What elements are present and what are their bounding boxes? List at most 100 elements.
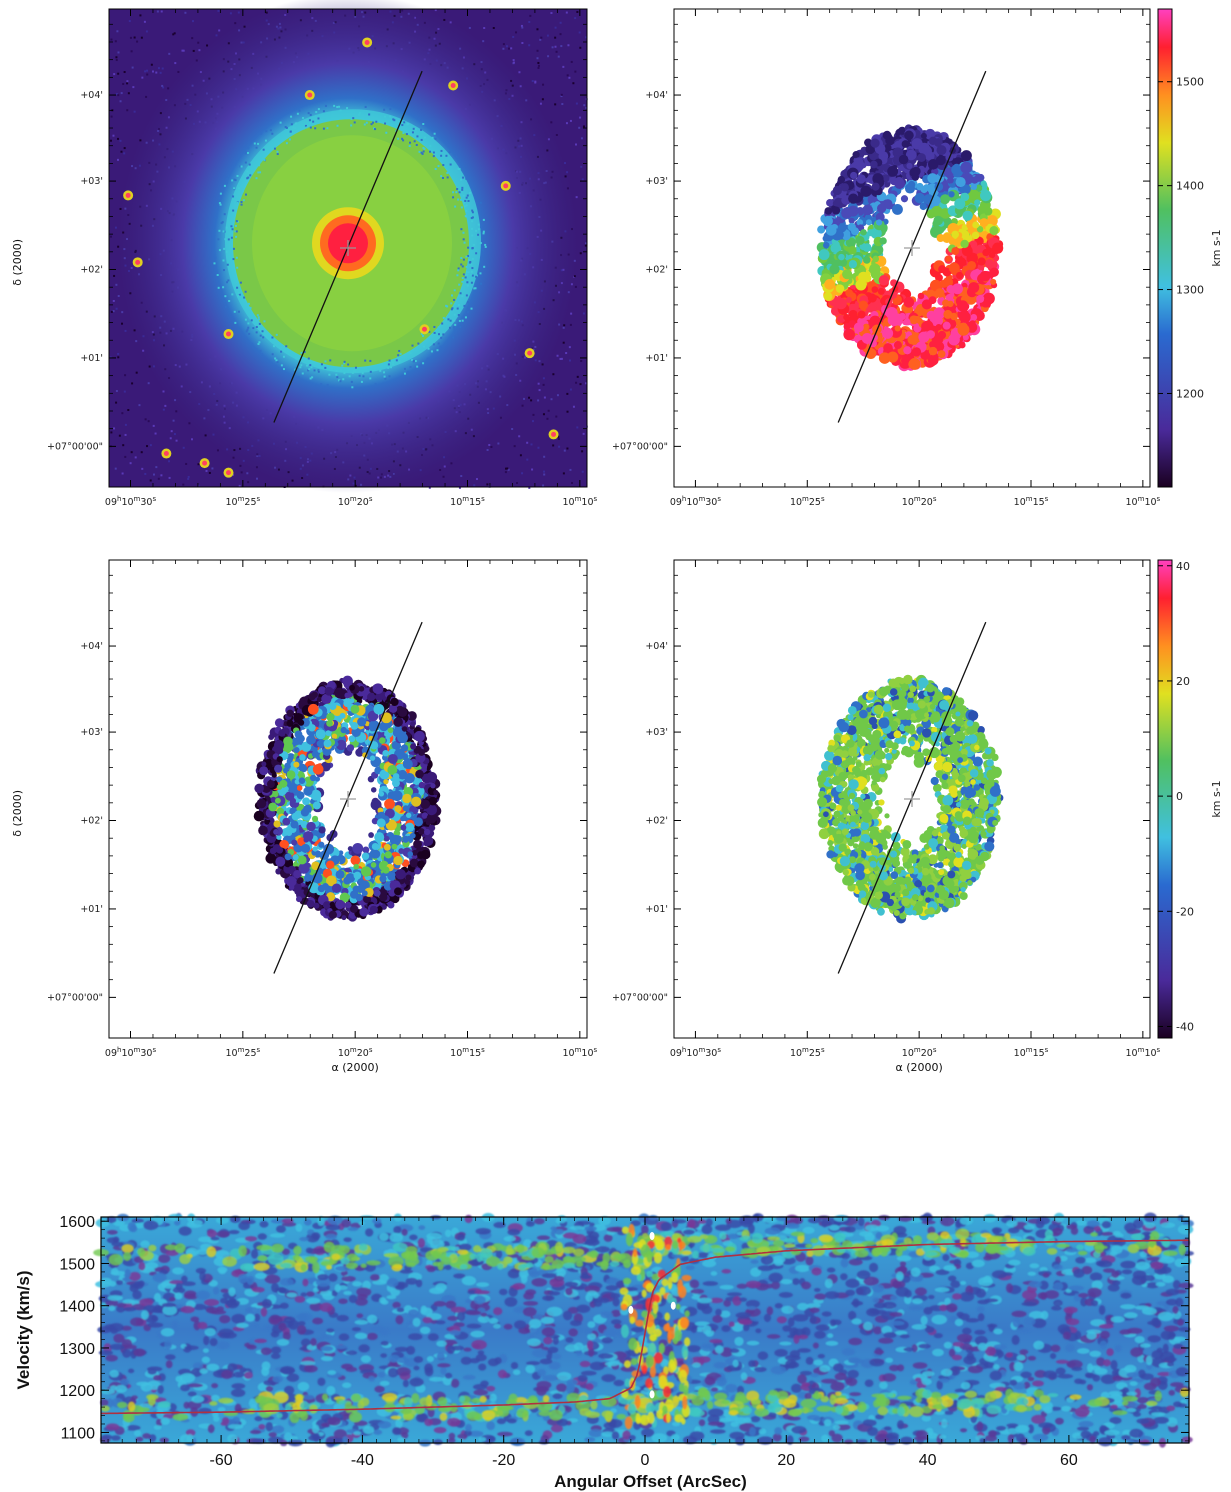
edge-speckle (250, 319, 253, 322)
edge-speckle (217, 286, 220, 289)
noise-pixel (170, 430, 173, 433)
ring-pixel (823, 292, 833, 301)
noise-pixel (109, 139, 112, 142)
noise-pixel (139, 14, 142, 17)
ring-pixel (423, 840, 430, 847)
edge-speckle (453, 289, 456, 292)
edge-speckle (479, 282, 482, 285)
noise-pixel (490, 445, 493, 448)
edge-speckle (465, 177, 468, 180)
noise-pixel (117, 51, 120, 54)
noise-pixel (150, 63, 153, 66)
noise-pixel (121, 322, 124, 325)
ring-pixel (871, 286, 879, 293)
edge-speckle (458, 319, 461, 322)
ring-pixel (911, 173, 920, 181)
ring-pixel (857, 310, 866, 319)
ring-pixel (977, 257, 986, 266)
edge-speckle (437, 342, 440, 345)
edge-speckle (387, 366, 390, 369)
ring-pixel (976, 294, 985, 303)
edge-speckle (322, 110, 325, 113)
noise-pixel (112, 299, 115, 302)
edge-speckle (352, 117, 355, 120)
ring-pixel (947, 300, 954, 308)
edge-speckle (393, 119, 396, 122)
edge-speckle (258, 341, 261, 344)
noise-pixel (133, 36, 136, 39)
ring-pixel (928, 346, 938, 356)
edge-speckle (228, 299, 231, 302)
edge-speckle (452, 326, 455, 329)
ring-pixel (845, 296, 852, 303)
noise-pixel (116, 30, 119, 33)
edge-speckle (387, 363, 390, 366)
edge-speckle (257, 171, 260, 174)
edge-speckle (235, 256, 238, 259)
noise-pixel (144, 70, 147, 73)
velocity-ring (816, 124, 1004, 372)
edge-speckle (231, 228, 234, 231)
ring-pixel (952, 283, 963, 295)
ring-pixel (958, 341, 966, 349)
noise-pixel (531, 468, 534, 471)
edge-speckle (453, 328, 456, 331)
edge-speckle (285, 345, 288, 348)
edge-speckle (226, 281, 229, 284)
noise-pixel (197, 463, 200, 466)
noise-pixel (146, 73, 149, 76)
edge-speckle (465, 255, 468, 258)
edge-speckle (304, 124, 307, 127)
ring-pixel (920, 132, 927, 139)
ring-pixel (853, 322, 864, 333)
ring-pixel (954, 198, 966, 210)
noise-pixel (126, 80, 129, 83)
edge-speckle (324, 104, 327, 107)
noise-pixel (168, 476, 171, 479)
edge-speckle (374, 128, 377, 131)
ring-pixel (887, 314, 899, 326)
edge-speckle (455, 191, 458, 194)
ring-pixel (969, 189, 980, 200)
ring-pixel (822, 215, 833, 227)
edge-speckle (361, 372, 364, 375)
edge-speckle (365, 121, 368, 124)
ring-pixel (917, 153, 926, 162)
edge-speckle (447, 318, 450, 321)
edge-speckle (244, 290, 247, 293)
noise-pixel (505, 45, 508, 48)
edge-speckle (263, 320, 266, 323)
noise-pixel (574, 285, 577, 288)
edge-speckle (310, 366, 313, 369)
ring-pixel (845, 289, 854, 297)
edge-speckle (233, 178, 236, 181)
noise-pixel (578, 31, 581, 34)
edge-speckle (460, 228, 463, 231)
edge-speckle (465, 273, 468, 276)
edge-speckle (289, 130, 292, 133)
edge-speckle (374, 382, 377, 385)
ring-pixel (968, 282, 980, 294)
noise-pixel (543, 455, 546, 458)
noise-pixel (581, 178, 584, 181)
noise-pixel (505, 467, 508, 470)
edge-speckle (409, 366, 412, 369)
edge-speckle (467, 254, 470, 257)
edge-speckle (284, 125, 287, 128)
noise-pixel (129, 462, 132, 465)
edge-speckle (248, 163, 251, 166)
edge-speckle (257, 142, 260, 145)
noise-pixel (532, 413, 535, 416)
noise-pixel (532, 420, 535, 423)
ring-pixel (870, 138, 880, 148)
edge-speckle (234, 321, 237, 324)
noise-pixel (112, 134, 115, 137)
edge-speckle (245, 193, 248, 196)
edge-speckle (389, 108, 392, 111)
x-tick-label: 10m25s (226, 495, 261, 508)
star-core (421, 326, 427, 332)
ring-pixel (960, 239, 969, 249)
edge-speckle (265, 130, 268, 133)
ring-pixel (898, 154, 909, 165)
ring-pixel (830, 243, 840, 254)
